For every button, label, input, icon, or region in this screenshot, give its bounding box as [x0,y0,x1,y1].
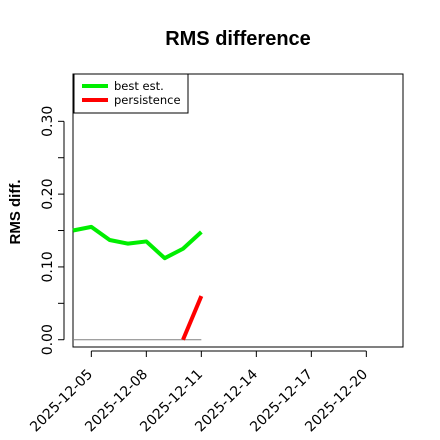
y-tick-label: 0.20 [40,179,56,210]
series-line-best-est [72,224,203,261]
y-tick-label: 0.10 [40,251,56,282]
chart-title: RMS difference [165,28,311,50]
legend-label-persistence: persistence [114,93,181,107]
y-tick-label: 0.30 [40,106,56,137]
plot-frame [72,73,404,348]
y-axis: 0.00 0.10 0.20 0.30 [40,106,65,355]
x-axis: 2025-12-052025-12-082025-12-112025-12-14… [27,350,371,435]
y-axis-label: RMS diff. [7,180,24,245]
y-tick-label: 0.00 [40,324,56,355]
series-line-persistence [181,295,204,341]
legend-box [73,73,189,114]
series-layer [72,224,204,341]
legend: best est. persistence [73,73,189,114]
legend-label-best-est: best est. [114,79,164,93]
